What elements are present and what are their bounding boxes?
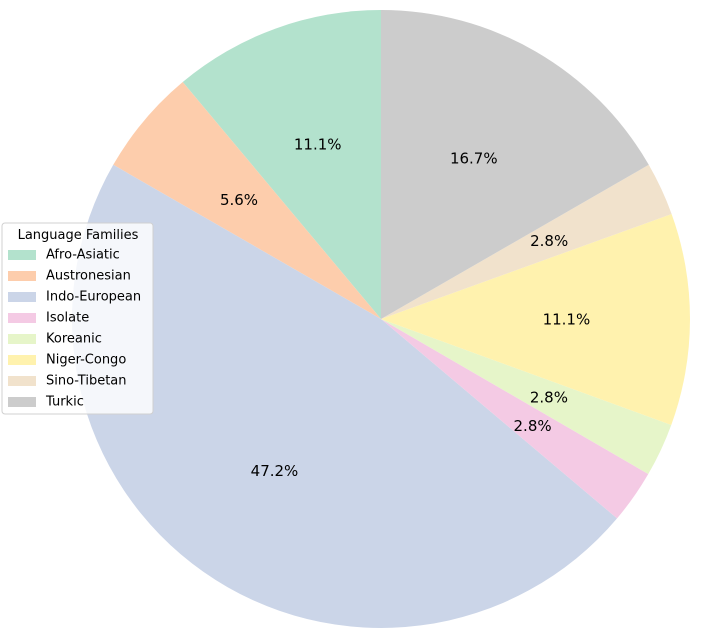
- legend-swatch: [8, 397, 36, 407]
- pie-percent-label: 2.8%: [530, 389, 568, 407]
- legend-swatch: [8, 292, 36, 302]
- pie-slices: [72, 10, 690, 628]
- pie-slice-koreanic: [381, 319, 672, 475]
- pie-percent-label: 16.7%: [450, 149, 498, 167]
- legend-swatch: [8, 271, 36, 281]
- legend-label: Niger-Congo: [46, 353, 126, 368]
- legend-label: Koreanic: [46, 332, 102, 347]
- legend-label: Sino-Tibetan: [46, 374, 127, 389]
- legend-frame: [1, 222, 154, 415]
- legend-swatch: [8, 334, 36, 344]
- legend-swatch: [8, 355, 36, 365]
- pie-slice-sino-tibetan: [381, 164, 672, 319]
- legend-items: Afro-Asiatic Austronesian Indo-European Iso…: [8, 248, 141, 410]
- legend-label: Isolate: [46, 311, 89, 326]
- legend: Language Families Afro-Asiatic Austronesi…: [1, 222, 154, 415]
- legend-swatch: [8, 376, 36, 386]
- legend-label: Austronesian: [46, 269, 131, 284]
- pie-slice-turkic: [381, 10, 649, 319]
- pie-slice-austronesian: [113, 82, 382, 320]
- pie-percent-label: 5.6%: [220, 191, 258, 209]
- pie-slice-niger-congo: [381, 213, 690, 425]
- pie-slice-afro-asiatic: [182, 10, 381, 319]
- legend-title: Language Families: [18, 228, 139, 243]
- pie-percent-labels: 11.1% 5.6% 47.2% 2.8% 2.8% 11.1% 2.8% 16.7%: [220, 136, 590, 480]
- legend-swatch: [8, 250, 36, 260]
- legend-label: Turkic: [45, 395, 84, 410]
- legend-swatch: [8, 313, 36, 323]
- legend-label: Afro-Asiatic: [46, 248, 120, 263]
- pie-slice-indo-european: [72, 164, 618, 628]
- pie-percent-label: 11.1%: [543, 310, 591, 328]
- legend-label: Indo-European: [46, 290, 141, 305]
- pie-percent-label: 47.2%: [251, 462, 299, 480]
- pie-slice-isolate: [381, 319, 649, 519]
- pie-percent-label: 2.8%: [514, 417, 552, 435]
- pie-percent-label: 2.8%: [530, 232, 568, 250]
- pie-percent-label: 11.1%: [294, 136, 342, 154]
